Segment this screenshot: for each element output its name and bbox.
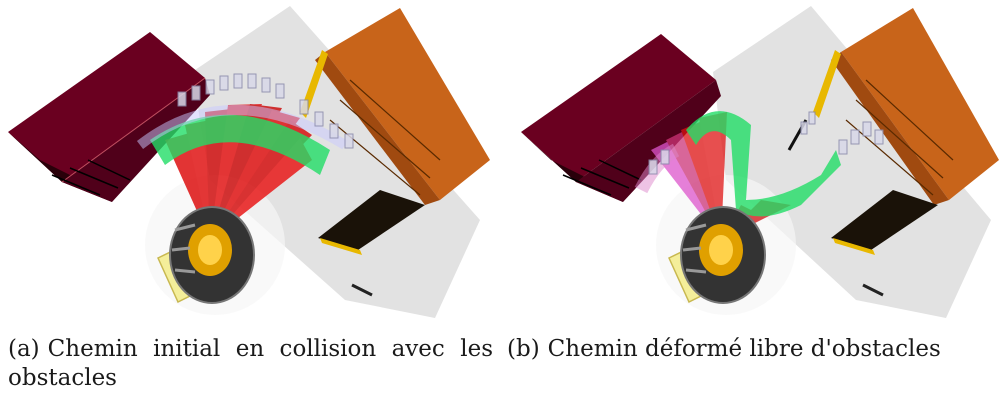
scene-image-a: [8, 6, 490, 318]
wall-plane: [713, 6, 991, 318]
right-obstacle: [787, 8, 999, 297]
subfigure-a: (a) Chemin initial en collision avec les …: [0, 0, 500, 399]
left-obstacle: [8, 32, 210, 202]
caption-text-a: Chemin initial en collision avec les obs…: [8, 336, 493, 391]
gripper-trail: [648, 111, 884, 175]
scene-image-b: [521, 6, 999, 318]
caption-a: (a) Chemin initial en collision avec les …: [8, 335, 493, 393]
robot-base: [169, 206, 255, 304]
caption-b: (b) Chemin déformé libre d'obstacles: [507, 335, 997, 364]
subfigure-tag-a: (a): [8, 336, 40, 362]
subfigure-tag-b: (b): [507, 336, 540, 362]
link-band: [686, 111, 841, 217]
link-band: [150, 114, 330, 175]
subfigure-b: (b) Chemin déformé libre d'obstacles: [501, 0, 1001, 399]
robot-base: [680, 206, 766, 304]
left-obstacle: [521, 34, 721, 202]
caption-text-b: Chemin déformé libre d'obstacles: [547, 336, 941, 362]
gripper-trail: [177, 73, 354, 149]
